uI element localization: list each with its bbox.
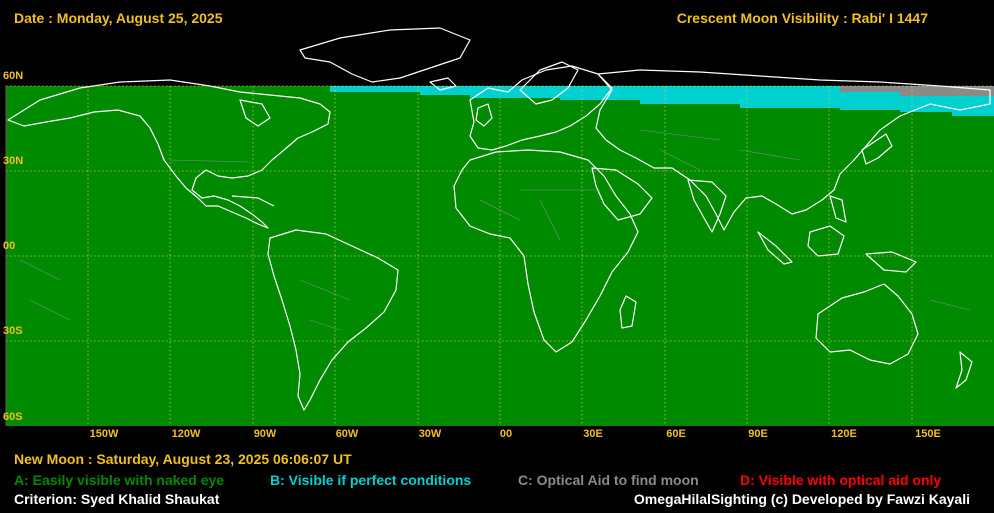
lon-label-30w: 30W <box>418 428 442 440</box>
coast-cuba <box>231 195 275 207</box>
lon-label-120e: 120E <box>831 428 857 440</box>
credits-label: OmegaHilalSighting (c) Developed by Fawz… <box>633 491 970 507</box>
graticule <box>6 85 994 426</box>
coast-europe <box>469 65 613 151</box>
zone-c-area <box>840 86 994 96</box>
legend-zone-d: D: Visible with optical aid only <box>740 472 942 488</box>
coast-sumatra <box>757 231 793 265</box>
coast-north-america <box>7 79 331 229</box>
coast-iceland <box>429 77 457 91</box>
coast-new-guinea <box>865 251 917 273</box>
lat-label-30s: 30S <box>3 325 23 337</box>
lon-label-90w: 90W <box>253 428 277 440</box>
coast-scandinavia <box>519 61 579 105</box>
country-borders <box>19 129 971 331</box>
lon-label-150w: 150W <box>89 428 119 440</box>
coast-india <box>687 179 727 233</box>
lon-label-0: 00 <box>499 428 513 440</box>
coast-philippines <box>829 195 847 223</box>
coast-hudson-bay <box>239 99 271 127</box>
coast-australia <box>815 283 919 365</box>
coast-africa <box>453 149 639 353</box>
lon-label-90e: 90E <box>748 428 768 440</box>
date-label: Date : Monday, August 25, 2025 <box>14 10 223 26</box>
coast-japan <box>861 133 893 165</box>
coast-borneo <box>807 225 845 257</box>
map-title: Crescent Moon Visibility : Rabi' I 1447 <box>676 10 928 26</box>
lon-label-30e: 30E <box>583 428 603 440</box>
lon-label-120w: 120W <box>171 428 201 440</box>
lon-label-60w: 60W <box>335 428 359 440</box>
coast-south-america <box>267 229 399 411</box>
legend-zone-c: C: Optical Aid to find moon <box>518 472 699 488</box>
coast-asia <box>595 69 991 231</box>
coast-madagascar <box>619 295 637 329</box>
lat-label-60s: 60S <box>3 411 23 423</box>
coast-new-zealand <box>955 351 973 389</box>
new-moon-label: New Moon : Saturday, August 23, 2025 06:… <box>14 451 352 467</box>
criterion-label: Criterion: Syed Khalid Shaukat <box>14 491 220 507</box>
coast-uk <box>475 103 493 127</box>
coast-arabia <box>591 167 653 221</box>
lon-label-60e: 60E <box>666 428 686 440</box>
lon-label-150e: 150E <box>915 428 941 440</box>
zone-b-area <box>330 86 994 116</box>
coastlines <box>7 27 991 411</box>
legend-zone-b: B: Visible if perfect conditions <box>270 472 472 488</box>
lat-label-60n: 60N <box>3 70 24 82</box>
lat-label-30n: 30N <box>3 155 24 167</box>
legend-zone-a: A: Easily visible with naked eye <box>14 472 225 488</box>
coast-greenland <box>299 27 471 83</box>
lat-label-equator: 00 <box>3 240 16 252</box>
